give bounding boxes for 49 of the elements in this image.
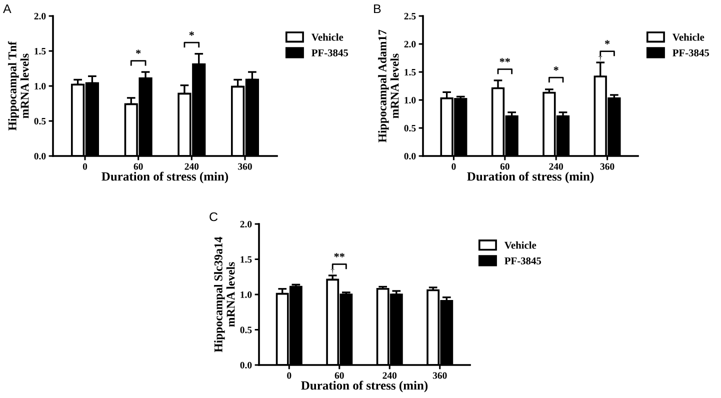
- y-tick-label: 0.0: [240, 362, 252, 369]
- y-tick-label: 1.0: [34, 82, 46, 90]
- legend-label: PF-3845: [672, 49, 710, 56]
- y-tick-label: 1.5: [34, 48, 46, 55]
- y-axis-title: Hippocampal Adam17 mRNA levels: [378, 30, 399, 142]
- x-tick-label: 240: [549, 163, 564, 170]
- y-tick-label: 2.0: [34, 12, 46, 20]
- legend-label: Vehicle: [672, 33, 704, 41]
- annotation: **: [334, 253, 344, 258]
- legend-label: PF-3845: [312, 49, 348, 56]
- y-tick-label: 0.5: [34, 118, 46, 125]
- y-tick-label: 0.0: [404, 152, 416, 160]
- x-axis-title: Duration of stress (min): [467, 172, 594, 184]
- x-tick-label: 0: [82, 163, 88, 170]
- y-tick-label: 2.0: [240, 220, 252, 228]
- annotation: *: [604, 40, 610, 44]
- y-tick-label: 2.0: [404, 40, 416, 48]
- x-axis-title: Duration of stress (min): [301, 380, 428, 392]
- x-tick-label: 0: [452, 163, 456, 170]
- y-tick-label: 1.5: [404, 68, 416, 76]
- x-tick-label: 360: [238, 163, 252, 170]
- x-tick-label: 60: [500, 163, 510, 170]
- y-tick-label: 0.0: [34, 152, 46, 160]
- x-tick-label: 360: [600, 163, 614, 170]
- x-axis-title: Duration of stress (min): [102, 172, 228, 184]
- annotation: **: [500, 58, 510, 62]
- x-tick-label: 60: [334, 372, 344, 379]
- x-tick-label: 240: [184, 163, 199, 170]
- chart-title: C: [210, 212, 218, 222]
- y-tick-label: 1.0: [240, 291, 252, 298]
- y-axis-title: Hippocampal Tnf mRNA levels: [8, 41, 29, 130]
- chart-title: B: [374, 4, 381, 14]
- y-tick-label: 2.5: [404, 12, 416, 20]
- y-tick-label: 0.5: [404, 124, 416, 132]
- chart-title: A: [3, 4, 12, 14]
- legend-label: Vehicle: [311, 33, 344, 41]
- y-tick-label: 1.0: [404, 96, 416, 104]
- legend-label: Vehicle: [504, 241, 536, 249]
- annotation: *: [554, 66, 558, 71]
- annotation: *: [189, 32, 194, 36]
- y-axis-title: Hippocampal Slc39a14 mRNA levels: [214, 236, 235, 352]
- x-tick-label: 0: [287, 372, 292, 379]
- legend-label: PF-3845: [504, 257, 542, 264]
- y-tick-label: 1.5: [240, 256, 252, 263]
- x-tick-label: 60: [134, 163, 143, 170]
- y-tick-label: 0.5: [240, 326, 252, 334]
- x-tick-label: 240: [382, 372, 397, 379]
- x-tick-label: 360: [432, 372, 447, 379]
- annotation: *: [136, 50, 141, 54]
